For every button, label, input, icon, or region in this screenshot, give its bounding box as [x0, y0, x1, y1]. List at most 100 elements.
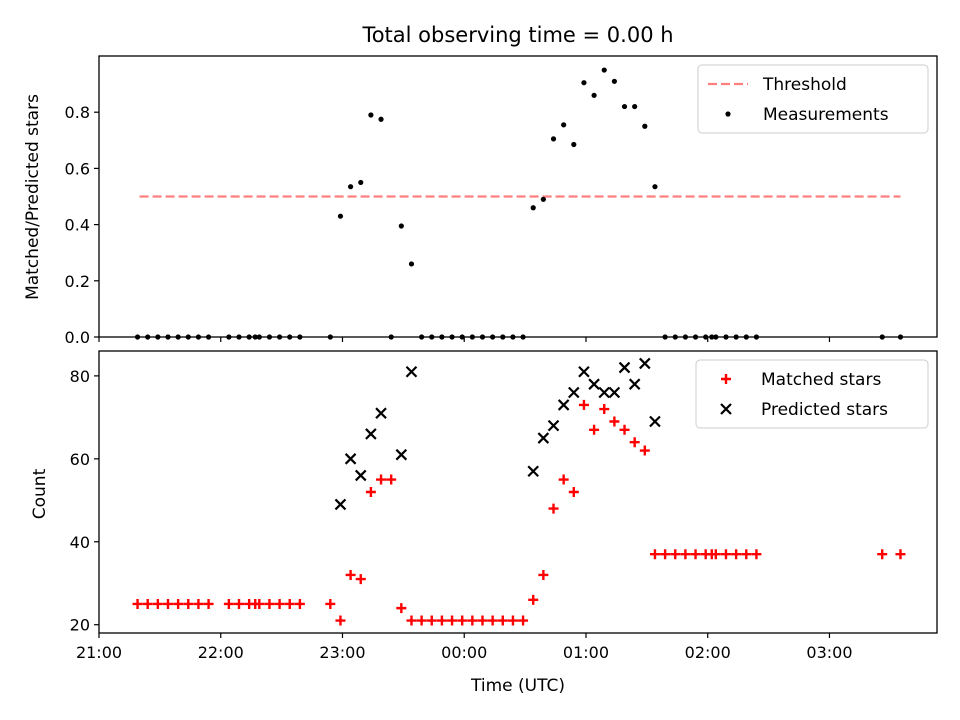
matched-stars-point	[720, 549, 731, 560]
bottom-subplot: 20 40 60 80 21:00 22:00 23:00 00:00 01:00 02:00 03…	[70, 350, 938, 662]
matched-stars-point	[294, 598, 305, 609]
measurements-point	[408, 261, 415, 267]
matched-stars-point	[487, 615, 498, 626]
predicted-stars-point	[578, 365, 590, 378]
x-axis-label: Time (UTC)	[470, 676, 565, 696]
measurements-point	[561, 122, 567, 128]
predicted-stars-point	[628, 378, 641, 390]
matched-stars-point	[234, 598, 245, 609]
measurements-point	[652, 184, 658, 190]
predicted-stars-point	[608, 386, 621, 399]
matched-stars-point	[447, 615, 458, 626]
measurements-point	[550, 136, 557, 142]
matched-stars-point	[386, 474, 397, 485]
matched-stars-point	[690, 549, 701, 560]
measurements-point	[530, 205, 536, 211]
measurements-point	[348, 184, 354, 190]
legend-matched-stars-swatch	[721, 374, 731, 384]
matched-stars-point	[193, 598, 204, 609]
bottom-y-tick-label: 40	[70, 533, 90, 552]
matched-stars-point	[264, 598, 275, 609]
measurements-point	[621, 103, 628, 110]
top-y-axis-label: Matched/Predicted stars	[23, 94, 43, 300]
matched-stars-point	[507, 615, 518, 626]
top-y-tick-label: 0.6	[65, 159, 90, 178]
measurements-point	[611, 78, 617, 84]
matched-stars-point	[558, 474, 569, 485]
measurements-point	[581, 80, 587, 86]
legend-measurements-swatch	[725, 111, 731, 117]
legend-label: Matched stars	[761, 370, 881, 390]
matched-stars-point	[497, 615, 508, 626]
bottom-y-tick-label: 60	[70, 450, 90, 469]
predicted-stars-point	[649, 415, 661, 428]
matched-stars-point	[365, 487, 376, 497]
measurements-point	[642, 123, 648, 129]
x-tick-label: 21:00	[76, 643, 122, 662]
matched-stars-point	[355, 574, 366, 585]
measurements-point	[540, 196, 546, 202]
predicted-stars-point	[547, 419, 560, 432]
chart-title: Total observing time = 0.00 h	[361, 23, 673, 47]
bottom-axes-frame	[98, 350, 938, 634]
legend-label: Threshold	[762, 75, 847, 95]
matched-stars-point	[162, 598, 173, 609]
predicted-stars-point	[354, 469, 367, 482]
predicted-stars-point	[598, 386, 611, 399]
matched-stars-point	[660, 549, 671, 560]
predicted-stars-point	[639, 357, 651, 370]
matched-stars-point	[467, 615, 478, 626]
matched-stars-point	[599, 404, 610, 415]
matched-stars-point	[731, 549, 742, 560]
measurements-point	[398, 223, 404, 229]
matched-stars-point	[528, 594, 539, 605]
matched-stars-point	[895, 549, 906, 560]
matched-stars-point	[335, 615, 346, 626]
top-axes-frame	[98, 55, 938, 338]
top-y-tick-label: 0.0	[65, 328, 90, 347]
top-y-tick-label: 0.8	[65, 103, 90, 122]
matched-stars-point	[751, 549, 762, 560]
top-legend	[697, 64, 929, 134]
x-tick-label: 00:00	[441, 643, 487, 662]
matched-stars-point	[741, 549, 752, 560]
measurements-point	[632, 103, 638, 110]
bottom-y-tick-label: 20	[70, 616, 90, 635]
matched-stars-point	[877, 549, 888, 560]
matched-stars-point	[416, 615, 427, 626]
measurements-point	[601, 67, 607, 73]
measurements-point	[378, 116, 384, 122]
matched-stars-point	[223, 598, 234, 609]
matched-stars-point	[477, 615, 488, 626]
matched-stars-point	[670, 549, 681, 560]
matched-stars-point	[132, 598, 143, 609]
legend-predicted-stars-swatch	[720, 403, 732, 415]
legend-label: Predicted stars	[761, 400, 888, 420]
matched-stars-point	[426, 615, 437, 626]
predicted-stars-point	[588, 378, 600, 390]
matched-stars-point	[639, 445, 650, 456]
matched-stars-point	[203, 598, 214, 609]
matched-stars-point	[396, 603, 407, 614]
matched-stars-point	[578, 399, 589, 410]
predicted-stars-point	[365, 428, 377, 440]
matched-stars-point	[152, 598, 163, 609]
matched-stars-point	[284, 598, 295, 609]
matched-stars-point	[589, 424, 600, 435]
measurements-point	[571, 141, 577, 148]
matched-stars-point	[173, 598, 184, 609]
matched-stars-point	[325, 598, 336, 609]
matched-stars-point	[274, 598, 285, 609]
top-y-tick-label: 0.2	[65, 272, 90, 291]
matched-stars-point	[183, 598, 194, 609]
matched-stars-point	[629, 437, 640, 448]
matched-stars-point	[710, 549, 721, 560]
bottom-y-axis-label: Count	[30, 468, 50, 519]
legend-label: Measurements	[763, 105, 889, 125]
top-subplot: 0.0 0.2 0.4 0.6 0.8 Threshold Measurements	[65, 55, 938, 347]
predicted-stars-point	[395, 448, 408, 461]
x-tick-label: 22:00	[198, 643, 244, 662]
predicted-stars-point	[527, 465, 539, 478]
matched-stars-point	[548, 503, 559, 514]
